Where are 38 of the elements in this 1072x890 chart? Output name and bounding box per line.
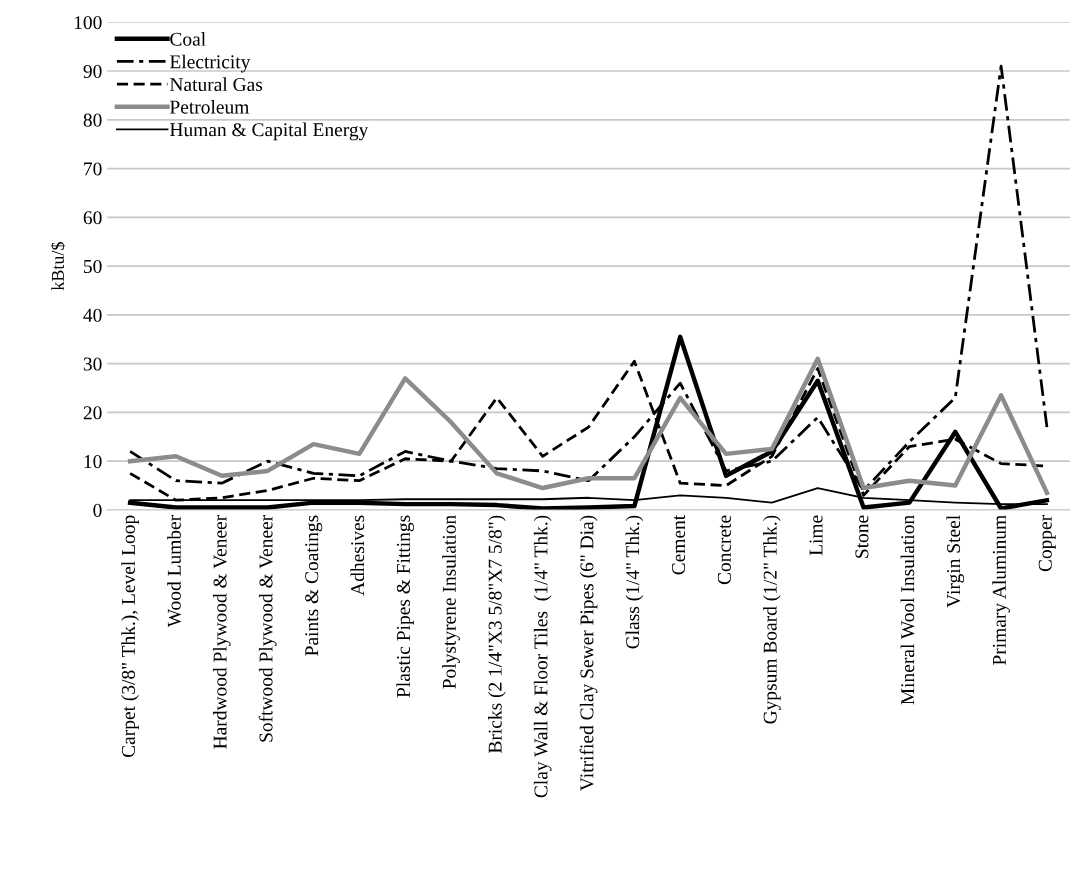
x-tick-label: Hardwood Plywood & Veneer (212, 515, 231, 749)
legend-label: Coal (170, 32, 206, 46)
x-tick-label: Paints & Coatings (305, 515, 323, 656)
x-tick-label: Polystyrene Insulation (442, 515, 460, 689)
y-tick-label: 20 (83, 406, 102, 420)
x-tick-label: Concrete (717, 515, 731, 585)
x-tick-label: Wood Lumber (167, 515, 181, 628)
x-tick-label: Stone (855, 515, 869, 558)
y-tick-label: 50 (84, 259, 102, 274)
y-tick-label: 10 (84, 455, 102, 469)
y-tick-label: 40 (83, 308, 102, 322)
x-tick-label: Cement (672, 514, 686, 575)
y-tick-label: 70 (84, 162, 102, 176)
y-tick-label: 90 (83, 64, 102, 78)
legend-label: Human & Capital Energy (169, 122, 369, 141)
legend-label: Natural Gas (169, 77, 263, 92)
x-tick-label: Gypsum Board (1/2" Thk.) (763, 515, 781, 724)
y-axis-title: kBtu/$ (50, 242, 66, 291)
x-tick-label: Clay Wall & Floor Tiles (1/4" Thk.) (533, 515, 552, 798)
x-tick-label: Softwood Plywood & Veneer (258, 515, 277, 742)
x-tick-label: Plastic Pipes & Fittings (396, 515, 415, 698)
x-tick-label: Lime (809, 515, 823, 556)
x-tick-label: Mineral Wool Insulation (900, 515, 915, 705)
x-tick-label: Primary Aluminum (992, 515, 1010, 665)
legend-label: Petroleum (169, 99, 250, 114)
x-tick-label: Copper (1038, 515, 1056, 572)
y-tick-label: 0 (93, 503, 102, 517)
x-tick-label: Vitrified Clay Sewer Pipes (6" Dia) (579, 515, 598, 791)
x-tick-label: Virgin Steel (946, 515, 965, 608)
y-tick-label: 100 (74, 16, 102, 30)
x-tick-label: Glass (1/4" Thk.) (625, 515, 644, 649)
y-tick-label: 80 (83, 113, 102, 127)
y-tick-label: 60 (83, 211, 102, 225)
x-tick-label: Bricks (2 1/4"X3 5/8"X7 5/8") (488, 515, 506, 754)
y-tick-label: 30 (83, 357, 102, 371)
x-tick-label: Adhesives (350, 515, 365, 596)
x-tick-label: Carpet (3/8" Thk.), Level Loop (121, 515, 139, 758)
legend-label: Electricity (169, 54, 251, 73)
